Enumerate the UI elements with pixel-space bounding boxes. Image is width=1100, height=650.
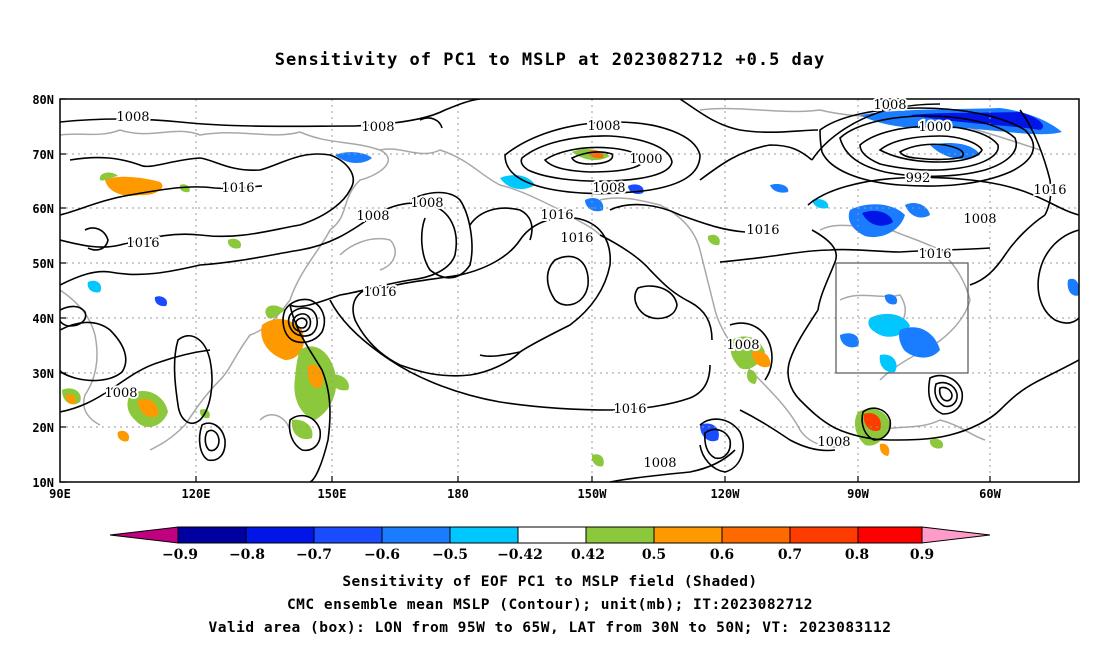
colorbar-swatch-over: [921, 526, 991, 544]
colorbar-swatch: [517, 526, 587, 544]
tick-marks: [60, 98, 991, 483]
colorbar-label: 0.6: [710, 547, 734, 563]
contour-label: 1016: [126, 236, 159, 251]
contour-label: 1016: [613, 402, 646, 417]
contour-label: 1008: [410, 196, 443, 211]
footer-line-valid-area: Valid area (box): LON from 95W to 65W, L…: [208, 620, 892, 636]
colorbar-swatch: [857, 526, 923, 544]
colorbar-swatch: [789, 526, 859, 544]
colorbar-swatch-under: [109, 526, 179, 544]
colorbar-swatch: [585, 526, 655, 544]
lon-label: 120E: [182, 487, 211, 501]
colorbar-swatch: [245, 526, 315, 544]
lat-label: 50N: [32, 257, 54, 271]
colorbar-swatch: [177, 526, 247, 544]
lon-label: 90W: [847, 487, 869, 501]
lat-label: 70N: [32, 148, 54, 162]
mslp-contours: [60, 99, 1079, 482]
contour-label: 992: [906, 171, 931, 186]
colorbar-label: 0.5: [642, 547, 666, 563]
contour-label: 1008: [361, 120, 394, 135]
contour-label: 1016: [540, 208, 573, 223]
contour-label: 1008: [726, 338, 759, 353]
lat-label: 60N: [32, 202, 54, 216]
lat-label: 40N: [32, 312, 54, 326]
lon-label: 120W: [711, 487, 741, 501]
footer-line-contour: CMC ensemble mean MSLP (Contour); unit(m…: [286, 597, 814, 613]
colorbar-swatch: [313, 526, 383, 544]
contour-label: 1016: [363, 285, 396, 300]
colorbar-label: −0.42: [497, 547, 543, 563]
contour-label: 1008: [116, 110, 149, 125]
chart-title: Sensitivity of PC1 to MSLP at 2023082712…: [274, 50, 826, 70]
contour-label: 1008: [587, 119, 620, 134]
contour-label: 1008: [963, 212, 996, 227]
contour-label: 1000: [918, 120, 951, 135]
lat-label: 20N: [32, 421, 54, 435]
colorbar: −0.9 −0.8 −0.7 −0.6 −0.5 −0.42 0.42 0.5 …: [109, 526, 991, 563]
colorbar-label: −0.6: [364, 547, 400, 563]
latitude-labels: 80N 70N 60N 50N 40N 30N 20N 10N: [32, 93, 54, 490]
contour-label: 1008: [873, 98, 906, 113]
lat-label: 10N: [32, 476, 54, 490]
lon-label: 90E: [49, 487, 71, 501]
colorbar-swatch: [721, 526, 791, 544]
valid-area-box: [835, 262, 969, 374]
colorbar-swatch: [381, 526, 451, 544]
contour-label: 1008: [592, 181, 625, 196]
colorbar-label: 0.9: [910, 547, 934, 563]
colorbar-label: 0.7: [778, 547, 802, 563]
graticule: [60, 99, 1079, 482]
lat-label: 80N: [32, 93, 54, 107]
colorbar-label: −0.7: [296, 547, 332, 563]
contour-label: 1016: [221, 181, 254, 196]
colorbar-swatch: [449, 526, 519, 544]
footer-line-shading: Sensitivity of EOF PC1 to MSLP field (Sh…: [342, 574, 758, 590]
contour-label: 1016: [746, 223, 779, 238]
map-area: [60, 99, 1079, 482]
longitude-labels: 90E 120E 150E 180 150W 120W 90W 60W: [49, 487, 1001, 501]
colorbar-label: 0.42: [571, 547, 605, 563]
contour-labels: 1008 1008 1008 1016 1016 1008 1008 1008 …: [102, 96, 1068, 473]
lon-label: 60W: [979, 487, 1001, 501]
lon-label: 180: [447, 487, 469, 501]
contour-label: 1008: [817, 435, 850, 450]
contour-label: 1016: [560, 231, 593, 246]
contour-label: 1016: [918, 247, 951, 262]
contour-label: 1008: [643, 456, 676, 471]
lon-label: 150W: [578, 487, 608, 501]
colorbar-label: −0.8: [229, 547, 265, 563]
lat-label: 30N: [32, 367, 54, 381]
colorbar-swatch: [653, 526, 723, 544]
contour-label: 1008: [104, 386, 137, 401]
colorbar-label: −0.5: [432, 547, 468, 563]
colorbar-label: 0.8: [845, 547, 869, 563]
contour-label: 1000: [629, 152, 662, 167]
colorbar-label: −0.9: [162, 547, 198, 563]
contour-label: 1008: [356, 209, 389, 224]
lon-label: 150E: [318, 487, 347, 501]
contour-label: 1016: [1033, 183, 1066, 198]
map-frame: [59, 98, 1080, 483]
